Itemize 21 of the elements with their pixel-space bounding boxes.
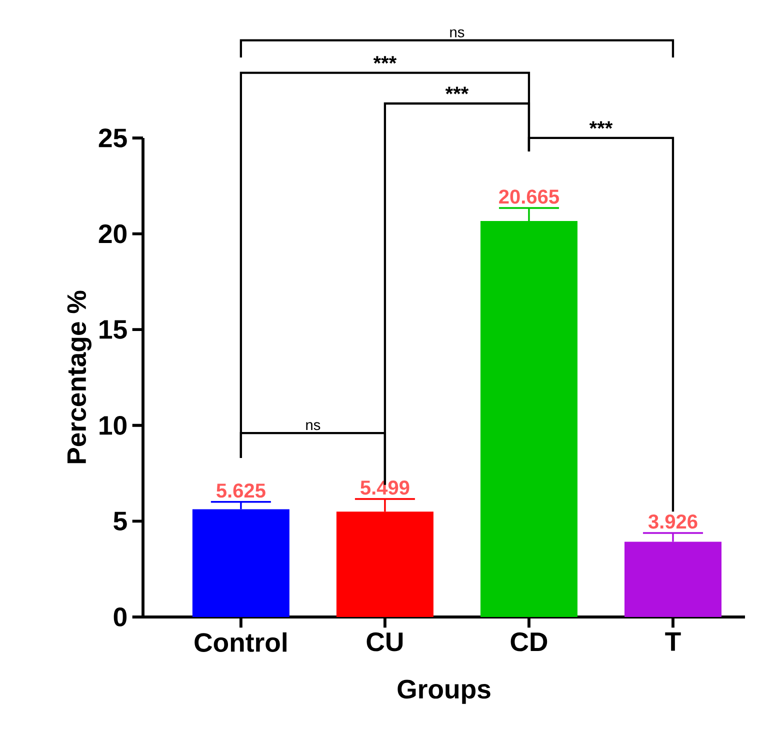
text: *** bbox=[589, 121, 613, 129]
y-tick-label: 25 bbox=[98, 128, 127, 148]
data-label: 20.665 bbox=[499, 190, 559, 204]
data-label: 5.499 bbox=[360, 480, 410, 495]
text: *** bbox=[373, 56, 397, 64]
y-axis-title: Percentage % bbox=[67, 290, 92, 464]
y-tick-label: 5 bbox=[114, 512, 127, 530]
y-tick-label: 10 bbox=[100, 416, 127, 435]
x-axis-title: Groups bbox=[398, 680, 490, 704]
y-tick-label: 20 bbox=[98, 224, 127, 244]
y-tick-label: 0 bbox=[114, 608, 127, 626]
y-tick-label: 15 bbox=[100, 320, 127, 339]
data-label: 3.926 bbox=[648, 514, 698, 529]
x-tick-label: T bbox=[665, 632, 681, 651]
x-tick-label: CD bbox=[510, 632, 548, 652]
x-tick-label: CU bbox=[366, 632, 403, 652]
x-tick-label: Control bbox=[194, 632, 286, 652]
text: ns bbox=[450, 29, 464, 38]
text: *** bbox=[445, 86, 469, 94]
annotation: ns bbox=[306, 422, 320, 430]
data-label: 5.625 bbox=[216, 484, 266, 498]
